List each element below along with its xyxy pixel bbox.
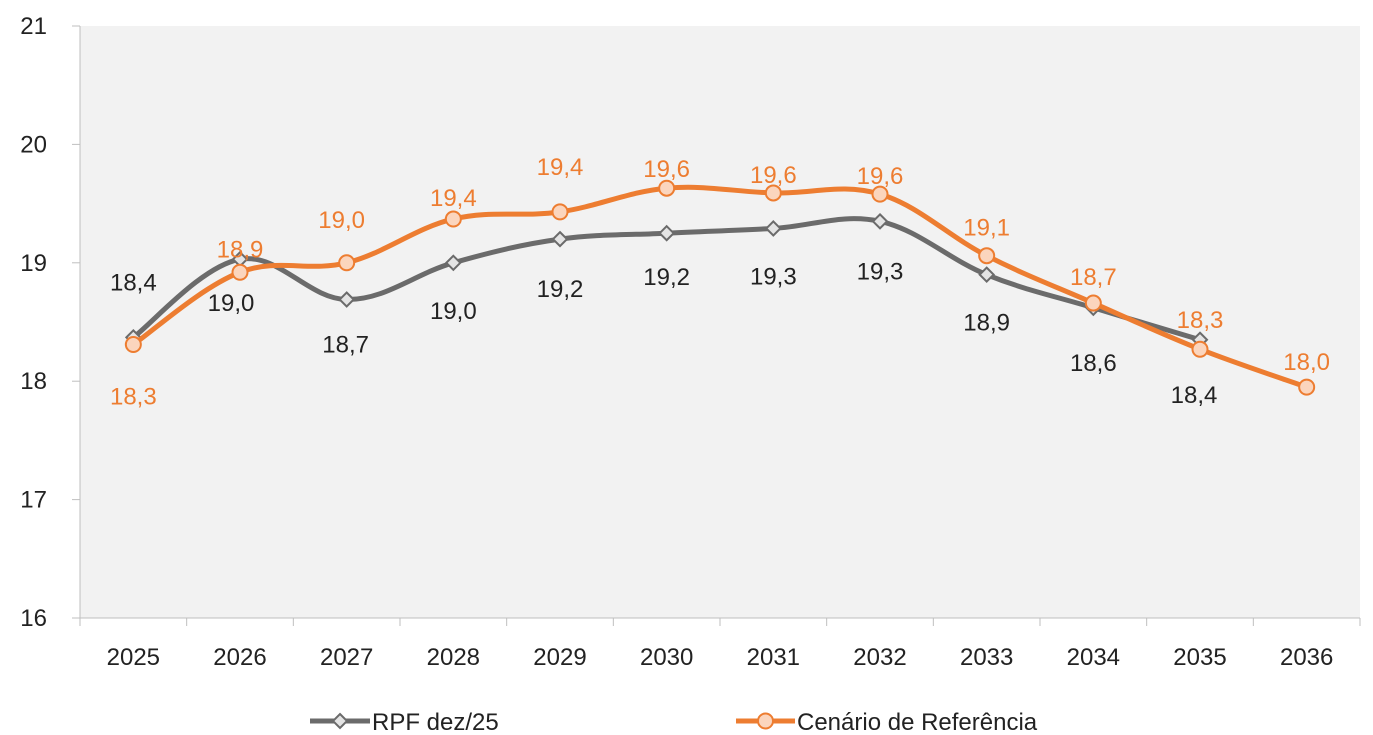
data-label: 19,0 — [318, 207, 365, 234]
x-tick-label: 2035 — [1173, 644, 1226, 671]
series-layer — [124, 179, 1316, 396]
data-point — [338, 291, 356, 308]
x-tick-label: 2029 — [533, 644, 586, 671]
y-tick-label: 20 — [20, 131, 47, 158]
data-label: 19,2 — [643, 264, 690, 291]
x-tick-label: 2033 — [960, 644, 1013, 671]
data-label: 19,2 — [537, 276, 584, 303]
data-label: 19,3 — [857, 258, 904, 285]
data-point — [1084, 294, 1102, 312]
data-point — [871, 185, 889, 203]
data-label: 18,7 — [322, 332, 369, 359]
data-point — [658, 179, 676, 197]
data-label: 18,3 — [110, 383, 157, 410]
x-axis-ticks: 2025 2026 2027 2028 2029 2030 2031 2032 2033 2034… — [79, 618, 1361, 671]
legend-marker — [757, 712, 774, 730]
data-label: 19,0 — [208, 290, 255, 317]
data-point — [551, 230, 569, 248]
data-label: 18,9 — [217, 236, 264, 263]
data-point — [444, 210, 462, 228]
x-tick-label: 2026 — [213, 644, 266, 671]
x-tick-label: 2034 — [1067, 644, 1120, 671]
data-label: 19,3 — [750, 263, 797, 290]
data-point — [1298, 378, 1316, 396]
legend-item: Cenário de Referência — [736, 709, 1038, 735]
series-line — [130, 184, 1310, 390]
data-labels: 18,4 19,0 18,7 19,0 19,2 19,2 19,3 19,3 18,9 18,6… — [110, 154, 1330, 411]
legend-item: RPF dez/25 — [310, 709, 499, 735]
data-label: 18,6 — [1070, 350, 1117, 377]
y-tick-label: 19 — [20, 250, 47, 277]
data-label: 18,3 — [1177, 307, 1224, 334]
data-label: 19,6 — [857, 163, 904, 190]
y-tick-label: 21 — [20, 13, 47, 40]
legend: RPF dez/25 Cenário de Referência — [310, 709, 1038, 735]
data-point — [551, 203, 569, 221]
plot-area — [80, 26, 1360, 618]
data-label: 19,1 — [963, 215, 1010, 242]
data-label: 18,4 — [1171, 382, 1218, 409]
data-point — [764, 220, 782, 237]
x-tick-label: 2028 — [427, 644, 480, 671]
data-point — [444, 254, 462, 272]
data-label: 19,0 — [430, 298, 477, 325]
data-label: 19,4 — [537, 154, 584, 181]
data-point — [338, 254, 356, 272]
legend-marker — [331, 712, 349, 730]
data-point — [1191, 340, 1209, 358]
data-label: 18,0 — [1283, 349, 1330, 376]
data-point — [978, 247, 996, 265]
y-tick-label: 17 — [20, 487, 47, 514]
x-tick-label: 2031 — [747, 644, 800, 671]
data-point — [658, 224, 676, 242]
x-tick-label: 2030 — [640, 644, 693, 671]
legend-label: Cenário de Referência — [797, 709, 1038, 735]
x-tick-label: 2032 — [853, 644, 906, 671]
x-tick-label: 2036 — [1280, 644, 1333, 671]
data-label: 19,6 — [750, 162, 797, 189]
legend-label: RPF dez/25 — [372, 709, 499, 735]
x-tick-label: 2027 — [320, 644, 373, 671]
y-tick-label: 16 — [20, 605, 47, 632]
series-cenario-de-referencia — [124, 179, 1316, 396]
data-point — [764, 184, 782, 202]
data-point — [871, 212, 889, 230]
data-label: 19,6 — [643, 156, 690, 183]
data-label: 19,4 — [430, 185, 477, 212]
y-tick-label: 18 — [20, 368, 47, 395]
data-point — [978, 266, 996, 284]
data-point — [231, 263, 249, 281]
data-label: 18,4 — [110, 269, 157, 296]
y-axis-ticks: 16 17 18 19 20 21 — [20, 13, 80, 632]
x-tick-label: 2025 — [107, 644, 160, 671]
data-label: 18,9 — [963, 310, 1010, 337]
data-point — [124, 335, 142, 353]
data-label: 18,7 — [1070, 264, 1117, 291]
